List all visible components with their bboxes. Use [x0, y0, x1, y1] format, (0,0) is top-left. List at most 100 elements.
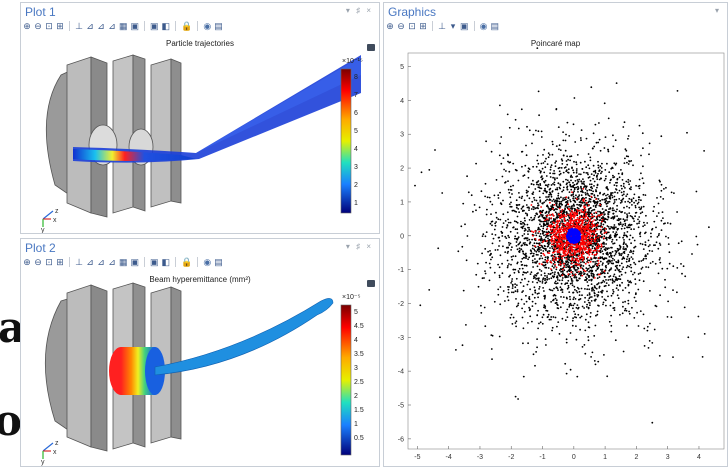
zoom-box-icon[interactable]: ⊡ [45, 257, 53, 267]
poincare-point-outer [566, 308, 569, 311]
poincare-point-outer [517, 304, 519, 307]
poincare-point-outer [641, 266, 644, 269]
poincare-point-outer [543, 201, 546, 204]
snapshot-icon[interactable]: ◉ [203, 21, 212, 31]
poincare-point-outer [558, 333, 561, 335]
poincare-point-outer [528, 256, 531, 259]
poincare-point-outer [615, 184, 618, 187]
snapshot-icon[interactable]: ◉ [479, 21, 488, 31]
view-xy-icon[interactable]: ⊿ [86, 21, 94, 31]
lock-camera-icon[interactable]: 🔒 [181, 21, 193, 31]
poincare-point-outer [557, 126, 560, 128]
poincare-point-outer [547, 212, 550, 214]
grid-icon[interactable]: ▦ [119, 21, 128, 31]
poincare-point-outer [572, 317, 574, 320]
poincare-point-outer [584, 329, 587, 332]
poincare-point-outer [560, 282, 563, 285]
snapshot-icon[interactable]: ◉ [203, 257, 212, 267]
poincare-point-outer [615, 226, 617, 229]
scene-light-toggle-icon[interactable]: ▣ [150, 257, 159, 267]
zoom-out-icon[interactable]: ⊖ [34, 257, 42, 267]
poincare-point-mid [561, 208, 564, 211]
view-zx-icon[interactable]: ⊿ [108, 257, 116, 267]
plot1-hide-toolbar-icon[interactable] [367, 44, 375, 51]
poincare-point-outer [630, 281, 632, 284]
scene-light-icon[interactable]: ▣ [460, 21, 469, 31]
view-yz-icon[interactable]: ⊿ [97, 257, 105, 267]
graphics-window-controls[interactable]: ▾ [714, 6, 721, 15]
poincare-point-outer [580, 194, 583, 197]
poincare-point-outer [612, 242, 614, 245]
transparency-icon[interactable]: ◧ [161, 257, 171, 267]
poincare-point-outer [586, 219, 589, 222]
poincare-point-outer [498, 245, 500, 247]
poincare-point-outer [525, 264, 528, 267]
poincare-point-outer [588, 301, 590, 304]
print-icon[interactable]: ▤ [490, 21, 500, 31]
scene-light-icon[interactable]: ▣ [130, 257, 140, 267]
plot1-window-controls[interactable]: ▾ ♯ × [345, 6, 373, 15]
zoom-out-icon[interactable]: ⊖ [34, 21, 42, 31]
zoom-in-icon[interactable]: ⊕ [23, 257, 31, 267]
poincare-point-outer [522, 327, 525, 330]
lock-camera-icon[interactable]: 🔒 [181, 257, 193, 267]
poincare-point-outer [624, 212, 626, 214]
dropdown-icon[interactable]: ▾ [450, 21, 456, 31]
poincare-point-outer [653, 328, 656, 331]
poincare-point-outer [605, 202, 608, 205]
poincare-point-outer [510, 282, 512, 284]
poincare-point-outer [536, 265, 539, 268]
poincare-point-outer [576, 154, 579, 156]
plot2-title[interactable]: Plot 2 [25, 241, 56, 255]
zoom-extents-icon[interactable]: ⊞ [419, 21, 427, 31]
poincare-point-outer [493, 228, 496, 231]
poincare-point-outer [575, 161, 578, 164]
scene-light-icon[interactable]: ▣ [130, 21, 140, 31]
poincare-point-mid [575, 251, 577, 254]
poincare-point-outer [537, 162, 540, 165]
axis-orientation-icon[interactable]: ⊥ [75, 257, 83, 267]
plot1-title[interactable]: Plot 1 [25, 5, 56, 19]
plot1-canvas[interactable]: Particle trajectories [21, 35, 379, 233]
poincare-point-outer [570, 277, 573, 280]
poincare-point-outer [551, 247, 554, 250]
view-xy-icon[interactable]: ⊿ [86, 257, 94, 267]
poincare-point-outer [466, 235, 469, 237]
poincare-point-outer [626, 216, 629, 219]
grid-icon[interactable]: ▦ [119, 257, 128, 267]
zoom-box-icon[interactable]: ⊡ [408, 21, 416, 31]
transparency-icon[interactable]: ◧ [161, 21, 171, 31]
axis-orientation-icon[interactable]: ⊥ [75, 21, 83, 31]
zoom-out-icon[interactable]: ⊖ [397, 21, 405, 31]
poincare-point-outer [481, 277, 484, 280]
scene-light-toggle-icon[interactable]: ▣ [150, 21, 159, 31]
poincare-point-outer [598, 276, 601, 278]
poincare-point-mid [548, 252, 551, 255]
zoom-in-icon[interactable]: ⊕ [386, 21, 394, 31]
poincare-point-outer [563, 211, 566, 214]
view-yz-icon[interactable]: ⊿ [97, 21, 105, 31]
poincare-point-mid [575, 245, 578, 247]
poincare-point-outer [570, 188, 573, 191]
poincare-point-outer [576, 375, 579, 378]
plot2-canvas[interactable]: Beam hyperemittance (mm²) [21, 271, 379, 466]
poincare-point-outer [637, 288, 640, 291]
y-tick-label: -5 [398, 403, 404, 410]
print-icon[interactable]: ▤ [214, 257, 223, 267]
poincare-point-outer [439, 336, 441, 339]
zoom-box-icon[interactable]: ⊡ [45, 21, 53, 31]
plot2-hide-toolbar-icon[interactable] [367, 280, 375, 287]
zoom-extents-icon[interactable]: ⊞ [56, 257, 64, 267]
axis-orientation-icon[interactable]: ⊥ [438, 21, 446, 31]
zoom-in-icon[interactable]: ⊕ [23, 21, 31, 31]
zoom-extents-icon[interactable]: ⊞ [56, 21, 64, 31]
print-icon[interactable]: ▤ [214, 21, 223, 31]
poincare-point-outer [566, 218, 569, 221]
view-zx-icon[interactable]: ⊿ [108, 21, 116, 31]
poincare-point-mid [589, 251, 592, 254]
x-tick-label: 2 [634, 454, 638, 461]
graphics-canvas[interactable]: Poincaré map 5 4 3 2 1 0 -1 -2 -3 -4 -5 -6 -5 -4 -3 -2… [384, 35, 727, 466]
poincare-point-mid [563, 223, 565, 226]
graphics-title[interactable]: Graphics [388, 5, 437, 19]
plot2-window-controls[interactable]: ▾ ♯ × [345, 242, 373, 251]
